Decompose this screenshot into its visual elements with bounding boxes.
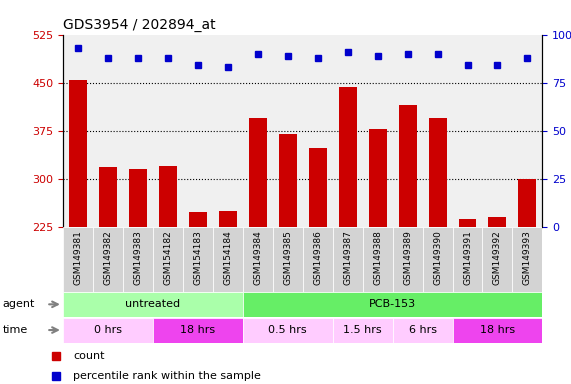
Text: time: time <box>3 325 28 335</box>
Bar <box>243 318 332 343</box>
Text: GDS3954 / 202894_at: GDS3954 / 202894_at <box>63 18 215 32</box>
Text: GSM149385: GSM149385 <box>283 230 292 285</box>
Text: GSM154182: GSM154182 <box>163 230 172 285</box>
Text: GSM149383: GSM149383 <box>133 230 142 285</box>
Bar <box>153 318 243 343</box>
Bar <box>452 318 542 343</box>
Text: GSM149386: GSM149386 <box>313 230 322 285</box>
Bar <box>188 212 207 227</box>
Bar <box>63 227 93 292</box>
Bar <box>513 227 542 292</box>
Bar <box>243 292 542 317</box>
Bar <box>399 105 416 227</box>
Text: GSM149387: GSM149387 <box>343 230 352 285</box>
Bar <box>63 318 153 343</box>
Bar <box>488 217 506 227</box>
Bar <box>368 129 387 227</box>
Text: 1.5 hrs: 1.5 hrs <box>343 325 382 335</box>
Text: untreated: untreated <box>125 299 180 310</box>
Text: percentile rank within the sample: percentile rank within the sample <box>73 371 261 381</box>
Bar <box>332 227 363 292</box>
Bar <box>303 227 332 292</box>
Bar <box>123 227 152 292</box>
Bar <box>308 148 327 227</box>
Text: PCB-153: PCB-153 <box>369 299 416 310</box>
Bar <box>279 134 297 227</box>
Text: GSM149391: GSM149391 <box>463 230 472 285</box>
Bar <box>452 227 482 292</box>
Bar <box>339 87 356 227</box>
Bar <box>273 227 303 292</box>
Bar <box>249 118 267 227</box>
Bar <box>243 227 273 292</box>
Text: count: count <box>73 351 105 361</box>
Text: 18 hrs: 18 hrs <box>180 325 215 335</box>
Text: 0 hrs: 0 hrs <box>94 325 122 335</box>
Text: GSM154183: GSM154183 <box>193 230 202 285</box>
Bar <box>153 227 183 292</box>
Bar <box>428 118 447 227</box>
Bar <box>423 227 452 292</box>
Text: GSM149389: GSM149389 <box>403 230 412 285</box>
Bar <box>183 227 212 292</box>
Bar <box>332 318 392 343</box>
Bar <box>128 169 147 227</box>
Text: GSM149390: GSM149390 <box>433 230 442 285</box>
Text: GSM154184: GSM154184 <box>223 230 232 285</box>
Bar <box>363 227 392 292</box>
Text: GSM149393: GSM149393 <box>523 230 532 285</box>
Bar <box>482 227 513 292</box>
Text: 18 hrs: 18 hrs <box>480 325 515 335</box>
Text: GSM149384: GSM149384 <box>253 230 262 285</box>
Bar <box>459 219 476 227</box>
Text: agent: agent <box>3 299 35 309</box>
Bar <box>219 210 236 227</box>
Bar <box>392 227 423 292</box>
Text: 6 hrs: 6 hrs <box>408 325 437 335</box>
Bar <box>63 292 243 317</box>
Text: GSM149381: GSM149381 <box>73 230 82 285</box>
Bar <box>518 179 536 227</box>
Bar <box>93 227 123 292</box>
Text: GSM149392: GSM149392 <box>493 230 502 285</box>
Bar <box>69 80 87 227</box>
Bar <box>99 167 116 227</box>
Text: GSM149382: GSM149382 <box>103 230 112 285</box>
Bar <box>159 166 177 227</box>
Bar <box>392 318 452 343</box>
Bar <box>212 227 243 292</box>
Text: 0.5 hrs: 0.5 hrs <box>268 325 307 335</box>
Text: GSM149388: GSM149388 <box>373 230 382 285</box>
